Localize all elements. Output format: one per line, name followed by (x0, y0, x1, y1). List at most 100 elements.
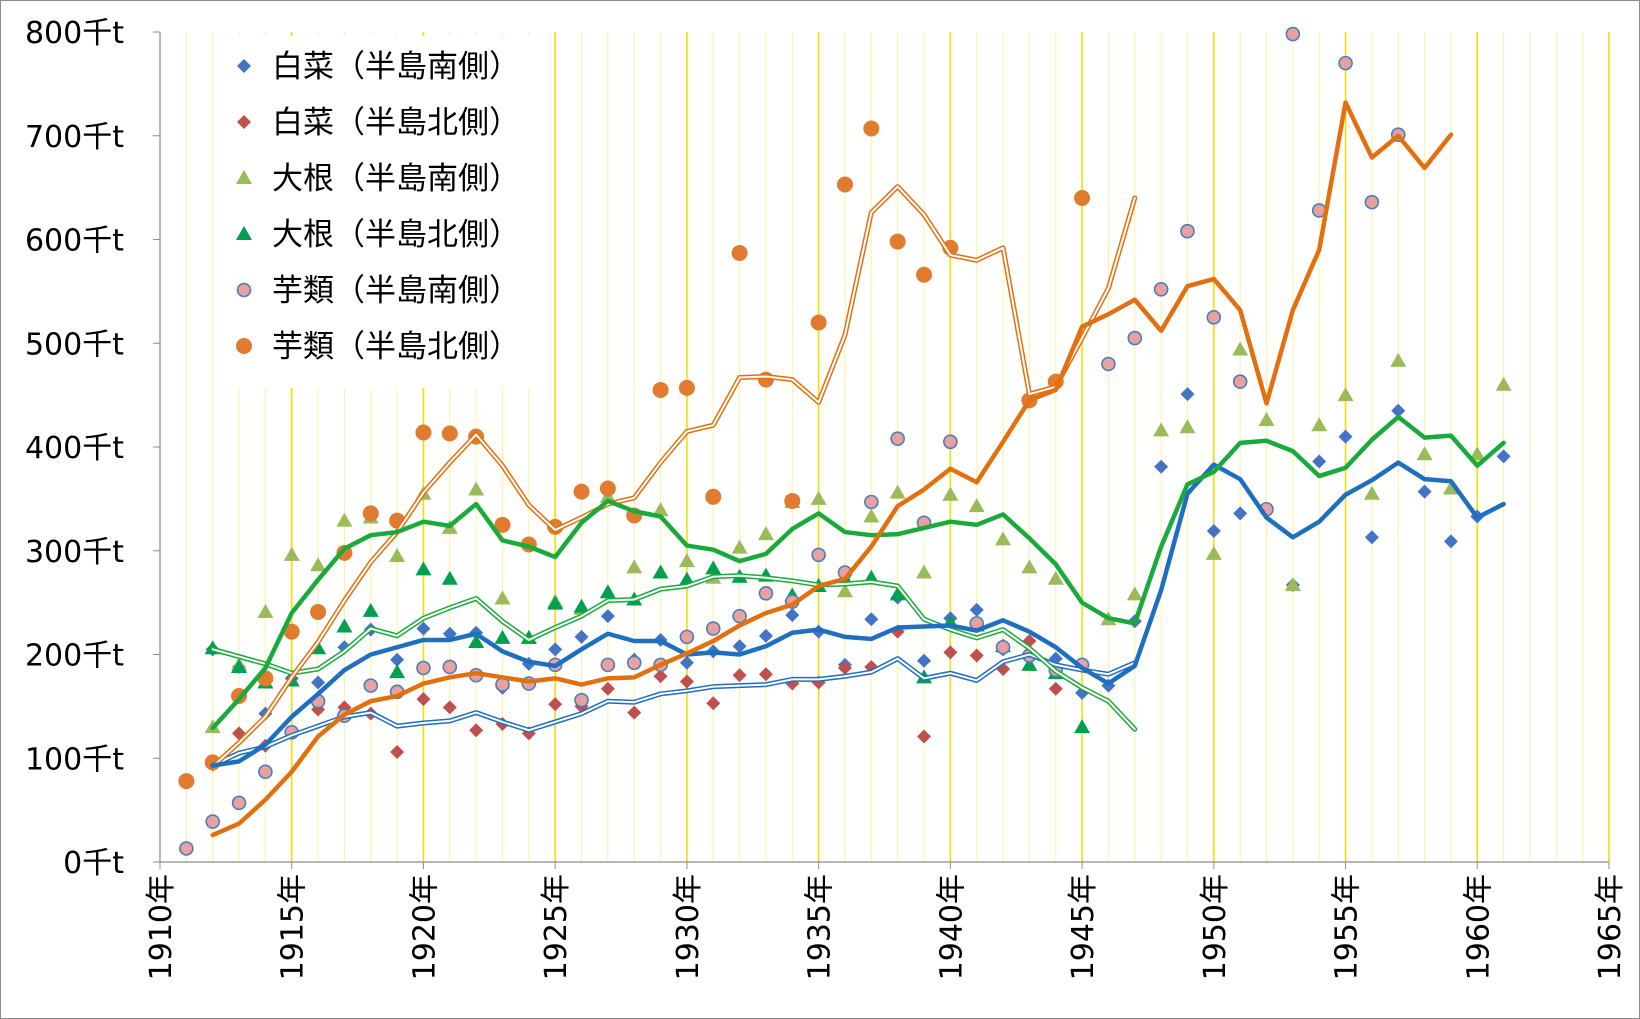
data-point (1417, 484, 1432, 499)
data-point (441, 570, 458, 585)
data-point (573, 598, 590, 613)
legend-marker (236, 170, 252, 184)
series-line-double-inner (211, 574, 1136, 731)
data-point (731, 539, 748, 554)
data-point (1390, 352, 1407, 367)
data-point (784, 492, 801, 509)
data-point (1126, 586, 1143, 601)
data-point (1364, 194, 1380, 210)
data-point (732, 608, 747, 624)
data-point (336, 618, 353, 633)
x-tick-label: 1925年 (539, 874, 574, 980)
data-point (969, 602, 984, 617)
data-point (416, 660, 431, 676)
data-point (917, 729, 932, 744)
data-point (836, 583, 853, 598)
x-tick-label: 1915年 (276, 874, 311, 980)
data-point (1469, 446, 1486, 461)
data-point (1363, 485, 1380, 500)
series-line-thick (210, 100, 1454, 838)
data-point (1364, 530, 1379, 545)
data-point (1206, 524, 1221, 539)
y-tick-label: 600千t (25, 224, 124, 259)
marker-layer (178, 26, 1512, 856)
data-point (1442, 480, 1459, 495)
data-point (362, 505, 379, 522)
data-point (1443, 534, 1458, 549)
axis-layer: 0千t 100千t 200千t 300千t 400千t 500千t 600千t 700千t 80… (25, 16, 1628, 980)
data-point (653, 669, 668, 684)
data-point (652, 564, 669, 579)
legend-marker (236, 338, 252, 354)
data-point (1258, 412, 1275, 427)
data-point (336, 512, 353, 527)
series-line-thick (210, 414, 1506, 731)
data-point (1233, 506, 1248, 521)
legend-label: 大根（半島北側） (272, 217, 520, 253)
data-point (757, 526, 774, 541)
data-point (836, 176, 853, 193)
data-point (652, 381, 669, 398)
legend-marker (236, 282, 252, 298)
data-point (389, 547, 406, 562)
data-point (1312, 454, 1327, 469)
data-point (178, 773, 195, 790)
data-point (468, 481, 485, 496)
data-point (1337, 387, 1354, 402)
legend-label: 白菜（半島北側） (272, 105, 520, 141)
data-point (890, 431, 905, 447)
data-point (837, 660, 852, 675)
series-line-thick (210, 460, 1506, 768)
y-tick-label: 500千t (25, 327, 124, 362)
data-point (1074, 190, 1091, 206)
data-point (468, 634, 485, 649)
data-point (706, 696, 721, 711)
data-point (943, 434, 958, 450)
data-point (810, 314, 827, 331)
data-point (548, 697, 563, 712)
data-point (415, 561, 432, 576)
data-point (442, 700, 457, 715)
y-tick-label: 700千t (25, 120, 124, 155)
data-point (968, 498, 985, 513)
data-point (1338, 429, 1353, 444)
data-point (389, 664, 406, 679)
data-point (626, 559, 643, 574)
data-point (758, 628, 773, 643)
data-point (1391, 403, 1406, 418)
data-point (1285, 26, 1301, 42)
data-point (705, 560, 722, 575)
data-point (889, 233, 906, 250)
data-point (626, 655, 642, 671)
data-point (283, 623, 300, 640)
data-point (258, 764, 273, 780)
data-point (363, 678, 379, 693)
y-tick-label: 800千t (25, 16, 124, 51)
data-point (627, 705, 642, 720)
data-point (916, 564, 933, 579)
data-point (311, 675, 326, 690)
data-point (283, 546, 300, 561)
data-point (995, 531, 1012, 546)
data-point (652, 502, 669, 517)
data-point (863, 508, 880, 523)
data-point (758, 667, 773, 682)
data-point (416, 621, 431, 636)
legend-label: 大根（半島南側） (272, 161, 520, 197)
data-point (732, 639, 747, 654)
data-point (390, 745, 405, 760)
x-tick-label: 1955年 (1330, 874, 1365, 980)
legend-marker (237, 115, 251, 129)
y-tick-label: 200千t (25, 639, 124, 674)
legend-background (222, 36, 540, 388)
data-point (679, 655, 694, 670)
x-tick-label: 1935年 (803, 874, 838, 980)
data-point (494, 590, 511, 605)
data-point (573, 483, 590, 500)
data-point (1180, 387, 1195, 402)
data-point (1021, 656, 1038, 671)
data-point (1153, 422, 1170, 437)
data-point (310, 557, 327, 572)
data-point (1496, 449, 1511, 464)
x-tick-label: 1940年 (934, 874, 969, 980)
